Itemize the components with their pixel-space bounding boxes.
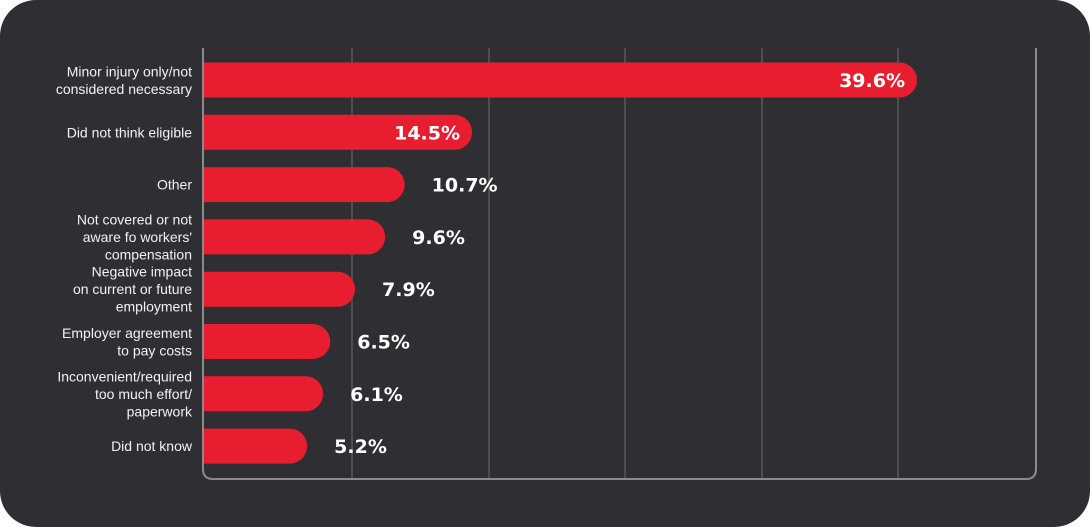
value-label-1: 39.6% <box>839 70 905 92</box>
bar-4 <box>204 219 386 255</box>
bars <box>204 62 917 464</box>
value-label-6: 6.5% <box>357 332 410 354</box>
category-label-2: Did not think eligible <box>67 124 193 140</box>
bar-8 <box>204 428 308 464</box>
category-label-4: Not covered or not aware fo workers' compe… <box>77 211 192 262</box>
value-label-2: 14.5% <box>394 122 460 144</box>
category-label-3: Other <box>157 177 192 193</box>
value-label-8: 5.2% <box>334 436 387 458</box>
value-label-3: 10.7% <box>432 175 498 197</box>
category-labels: Minor injury only/not considered necessar… <box>56 63 193 454</box>
bar-6 <box>204 324 331 359</box>
value-label-5: 7.9% <box>382 279 435 301</box>
bar-1 <box>204 62 917 98</box>
bar-3 <box>204 167 405 203</box>
value-labels: 39.6% 14.5% 10.7% 9.6% 7.9% 6.5% 6.1% 5.2% <box>334 70 905 458</box>
bar-2 <box>204 114 473 150</box>
gridlines <box>351 48 899 478</box>
value-label-7: 6.1% <box>350 384 403 406</box>
bar-5 <box>204 271 356 307</box>
axis-frame <box>202 48 1037 480</box>
category-label-7: Inconvenient/required too much effort/pap… <box>57 368 193 419</box>
category-label-5: Negative impact on current or future emplo… <box>73 264 192 315</box>
bar-7 <box>204 376 324 412</box>
value-label-4: 9.6% <box>412 227 465 249</box>
category-label-8: Did not know <box>111 438 193 454</box>
category-label-1: Minor injury only/not considered necessar… <box>56 63 192 97</box>
category-label-6: Employer agreement to pay costs <box>62 325 192 359</box>
